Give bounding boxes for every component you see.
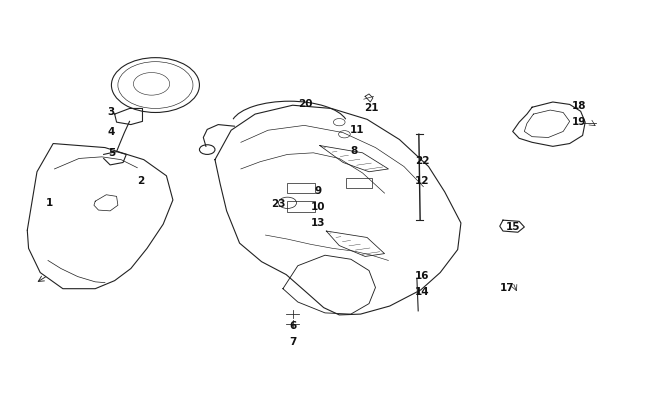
Text: 2: 2: [137, 175, 144, 185]
Text: 6: 6: [289, 320, 296, 330]
Bar: [287, 183, 315, 194]
Text: 9: 9: [315, 185, 322, 196]
Text: 11: 11: [350, 125, 365, 135]
Text: 5: 5: [108, 147, 115, 157]
Text: 8: 8: [350, 145, 358, 155]
Text: 10: 10: [311, 202, 326, 211]
Text: 12: 12: [415, 175, 430, 185]
Text: 18: 18: [572, 101, 586, 111]
Text: 19: 19: [572, 117, 586, 127]
Text: 22: 22: [415, 155, 430, 165]
Bar: [346, 179, 372, 188]
Text: 16: 16: [415, 270, 430, 280]
Text: 23: 23: [271, 198, 285, 208]
Text: 13: 13: [311, 217, 326, 228]
Text: 15: 15: [506, 222, 520, 232]
Text: 3: 3: [108, 107, 115, 117]
Text: 20: 20: [298, 99, 313, 109]
Text: 1: 1: [46, 198, 53, 207]
Text: 17: 17: [500, 282, 515, 292]
Text: 21: 21: [365, 103, 379, 113]
Text: 14: 14: [415, 286, 430, 296]
Text: 4: 4: [108, 127, 115, 137]
Text: 7: 7: [289, 336, 296, 346]
Bar: [287, 202, 315, 212]
